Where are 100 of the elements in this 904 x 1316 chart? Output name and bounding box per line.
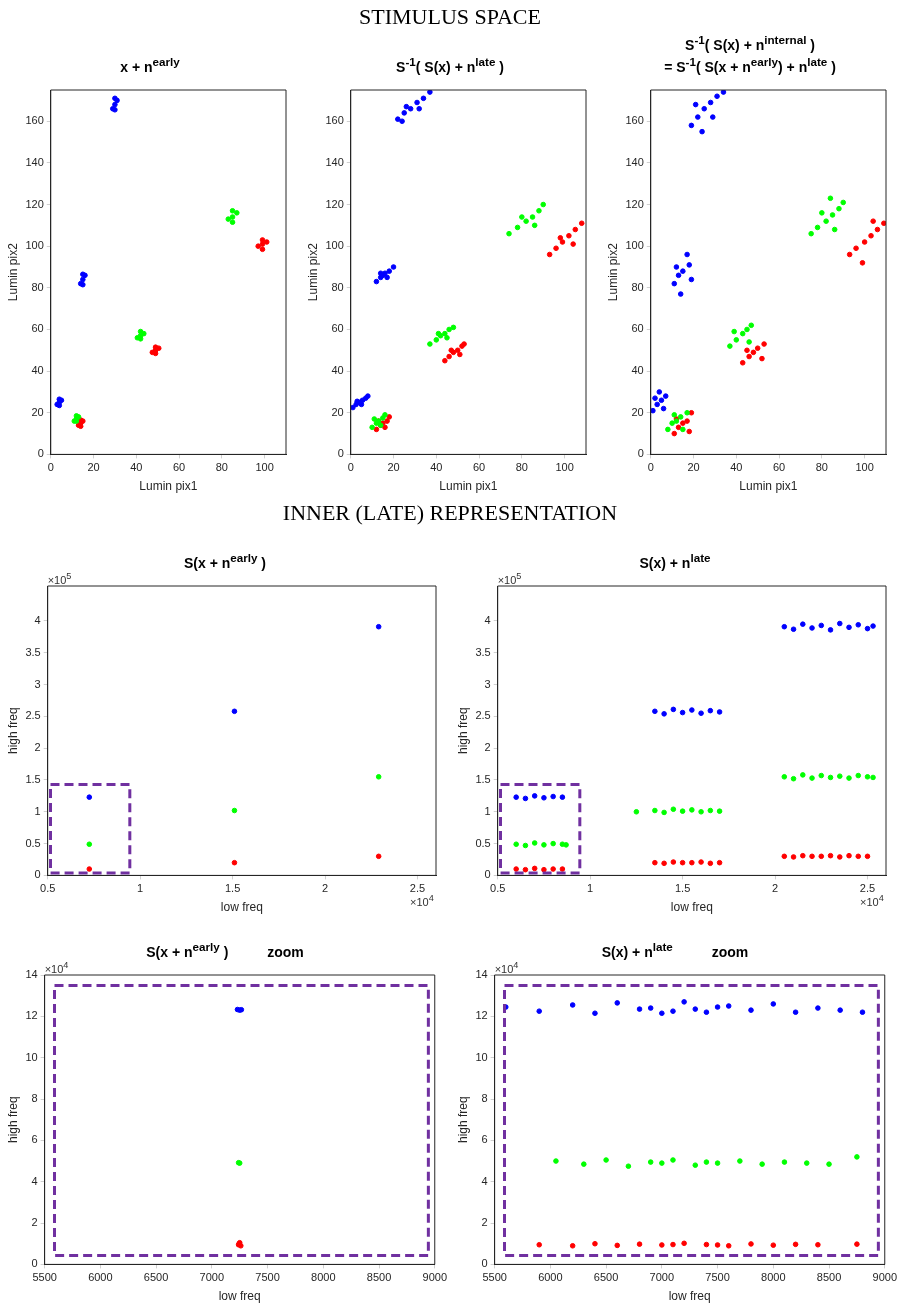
x-tick-label: 7000	[649, 1271, 675, 1284]
x-tick-label: 6500	[593, 1271, 619, 1284]
y-tick-label: 4	[34, 614, 41, 627]
x-tick-label: 6500	[143, 1271, 169, 1284]
x-axis-title: low freq	[668, 1289, 711, 1304]
y-axis-title: high freq	[455, 707, 470, 755]
y-tick-label: 0	[637, 447, 644, 460]
text: ×10$^{4}$	[860, 893, 884, 909]
x-tick-label: 8000	[311, 1271, 336, 1284]
y-axis-title: Lumin pix2	[5, 242, 20, 302]
y-tick-label: 100	[25, 239, 44, 252]
text: STIMULUS SPACE	[358, 3, 542, 31]
y-tick-label: 2	[481, 1216, 488, 1229]
y-tick-label: 0.5	[475, 836, 491, 849]
x-tick-label: 80	[515, 461, 528, 474]
y-tick-label: 60	[331, 322, 344, 335]
y-tick-label: 20	[31, 405, 44, 418]
y-tick-label: 160	[25, 114, 44, 127]
y-tick-label: 2.5	[25, 709, 41, 722]
y-tick-label: 6	[31, 1133, 38, 1146]
y-tick-label: 160	[625, 114, 644, 127]
x-tick-label: 2.5	[859, 882, 876, 895]
y-tick-label: 0	[484, 868, 491, 881]
y-tick-label: 20	[631, 405, 644, 418]
x-tick-label: 0	[647, 461, 654, 474]
y-tick-label: 3	[34, 677, 41, 690]
x-tick-label: 40	[430, 461, 443, 474]
y-tick-label: 140	[325, 155, 344, 168]
x-tick-label: 8000	[761, 1271, 786, 1284]
y-tick-label: 140	[625, 155, 644, 168]
y-tick-label: 8	[31, 1092, 38, 1105]
y-axis-title: high freq	[5, 707, 20, 755]
y-tick-label: 0	[481, 1257, 488, 1270]
y-tick-label: 100	[325, 239, 344, 252]
y-tick-label: 60	[631, 322, 644, 335]
y-tick-label: 40	[31, 364, 44, 377]
x-axis-title: low freq	[218, 1289, 261, 1304]
x-axis-title: Lumin pix1	[139, 479, 198, 494]
y-tick-label: 14	[25, 968, 38, 981]
text: INNER (LATE) REPRESENTATION	[281, 499, 619, 527]
x-tick-label: 60	[772, 461, 786, 474]
x-tick-label: 0	[347, 461, 354, 474]
y-tick-label: 60	[31, 322, 44, 335]
x-axis-title: low freq	[220, 900, 263, 915]
y-tick-label: 8	[481, 1092, 488, 1105]
y-tick-label: 4	[31, 1174, 38, 1187]
y-tick-label: 6	[481, 1133, 488, 1146]
x-tick-label: 0	[47, 461, 54, 474]
text: ×10$^{5}$	[497, 571, 522, 586]
x-tick-label: 9000	[422, 1271, 448, 1284]
x-tick-label: 20	[387, 461, 400, 474]
x-tick-label: 80	[815, 461, 828, 474]
y-tick-label: 120	[325, 197, 344, 210]
y-tick-label: 3.5	[475, 645, 491, 658]
y-tick-label: 4	[484, 614, 491, 627]
y-tick-label: 120	[25, 197, 44, 210]
x-tick-label: 2	[771, 882, 779, 895]
x-tick-label: 1	[137, 882, 144, 895]
y-axis-title: Lumin pix2	[605, 242, 620, 302]
x-tick-label: 100	[555, 461, 574, 474]
text: ×10$^{4}$	[494, 960, 519, 975]
x-tick-label: 1	[587, 882, 594, 895]
y-axis-title: high freq	[5, 1096, 20, 1144]
chart-title: S$^{-1}$( S(x) + n$^{internal}$ ) = S$^{-1}$( S(x + n$^{early}$) + n$^{late}$ )	[664, 32, 836, 75]
x-axis-title: Lumin pix1	[739, 479, 798, 494]
x-tick-label: 7500	[705, 1271, 730, 1284]
y-tick-label: 100	[625, 239, 644, 252]
y-tick-label: 0	[37, 447, 44, 460]
text: ×10$^{4}$	[44, 960, 69, 975]
y-tick-label: 0	[31, 1257, 38, 1270]
y-tick-label: 12	[25, 1009, 38, 1022]
x-tick-label: 7500	[255, 1271, 280, 1284]
x-tick-label: 2.5	[409, 882, 426, 895]
y-tick-label: 2.5	[475, 709, 491, 722]
x-tick-label: 100	[255, 461, 274, 474]
y-tick-label: 80	[31, 280, 44, 293]
y-tick-label: 40	[331, 364, 344, 377]
x-tick-label: 7000	[199, 1271, 225, 1284]
y-tick-label: 14	[475, 968, 488, 981]
chart-title: x + n$^{early}$	[120, 54, 180, 76]
x-tick-label: 8500	[816, 1271, 842, 1284]
x-tick-label: 6000	[88, 1271, 113, 1284]
chart-title: S(x + n$^{early}$ )	[183, 550, 267, 572]
x-tick-label: 20	[87, 461, 100, 474]
x-axis-title: low freq	[670, 900, 713, 915]
y-tick-label: 80	[331, 280, 344, 293]
y-tick-label: 40	[631, 364, 644, 377]
y-tick-label: 80	[631, 280, 644, 293]
x-tick-label: 6000	[538, 1271, 563, 1284]
y-tick-label: 140	[25, 155, 44, 168]
y-tick-label: 3	[484, 677, 491, 690]
x-tick-label: 40	[730, 461, 743, 474]
y-tick-label: 0	[337, 447, 344, 460]
chart-title: S(x) + n$^{late}$	[639, 550, 711, 572]
y-tick-label: 12	[475, 1009, 488, 1022]
x-tick-label: 60	[172, 461, 186, 474]
y-tick-label: 10	[475, 1050, 488, 1063]
text: ×10$^{5}$	[47, 571, 72, 586]
y-axis-title: high freq	[455, 1096, 470, 1144]
y-tick-label: 160	[325, 114, 344, 127]
